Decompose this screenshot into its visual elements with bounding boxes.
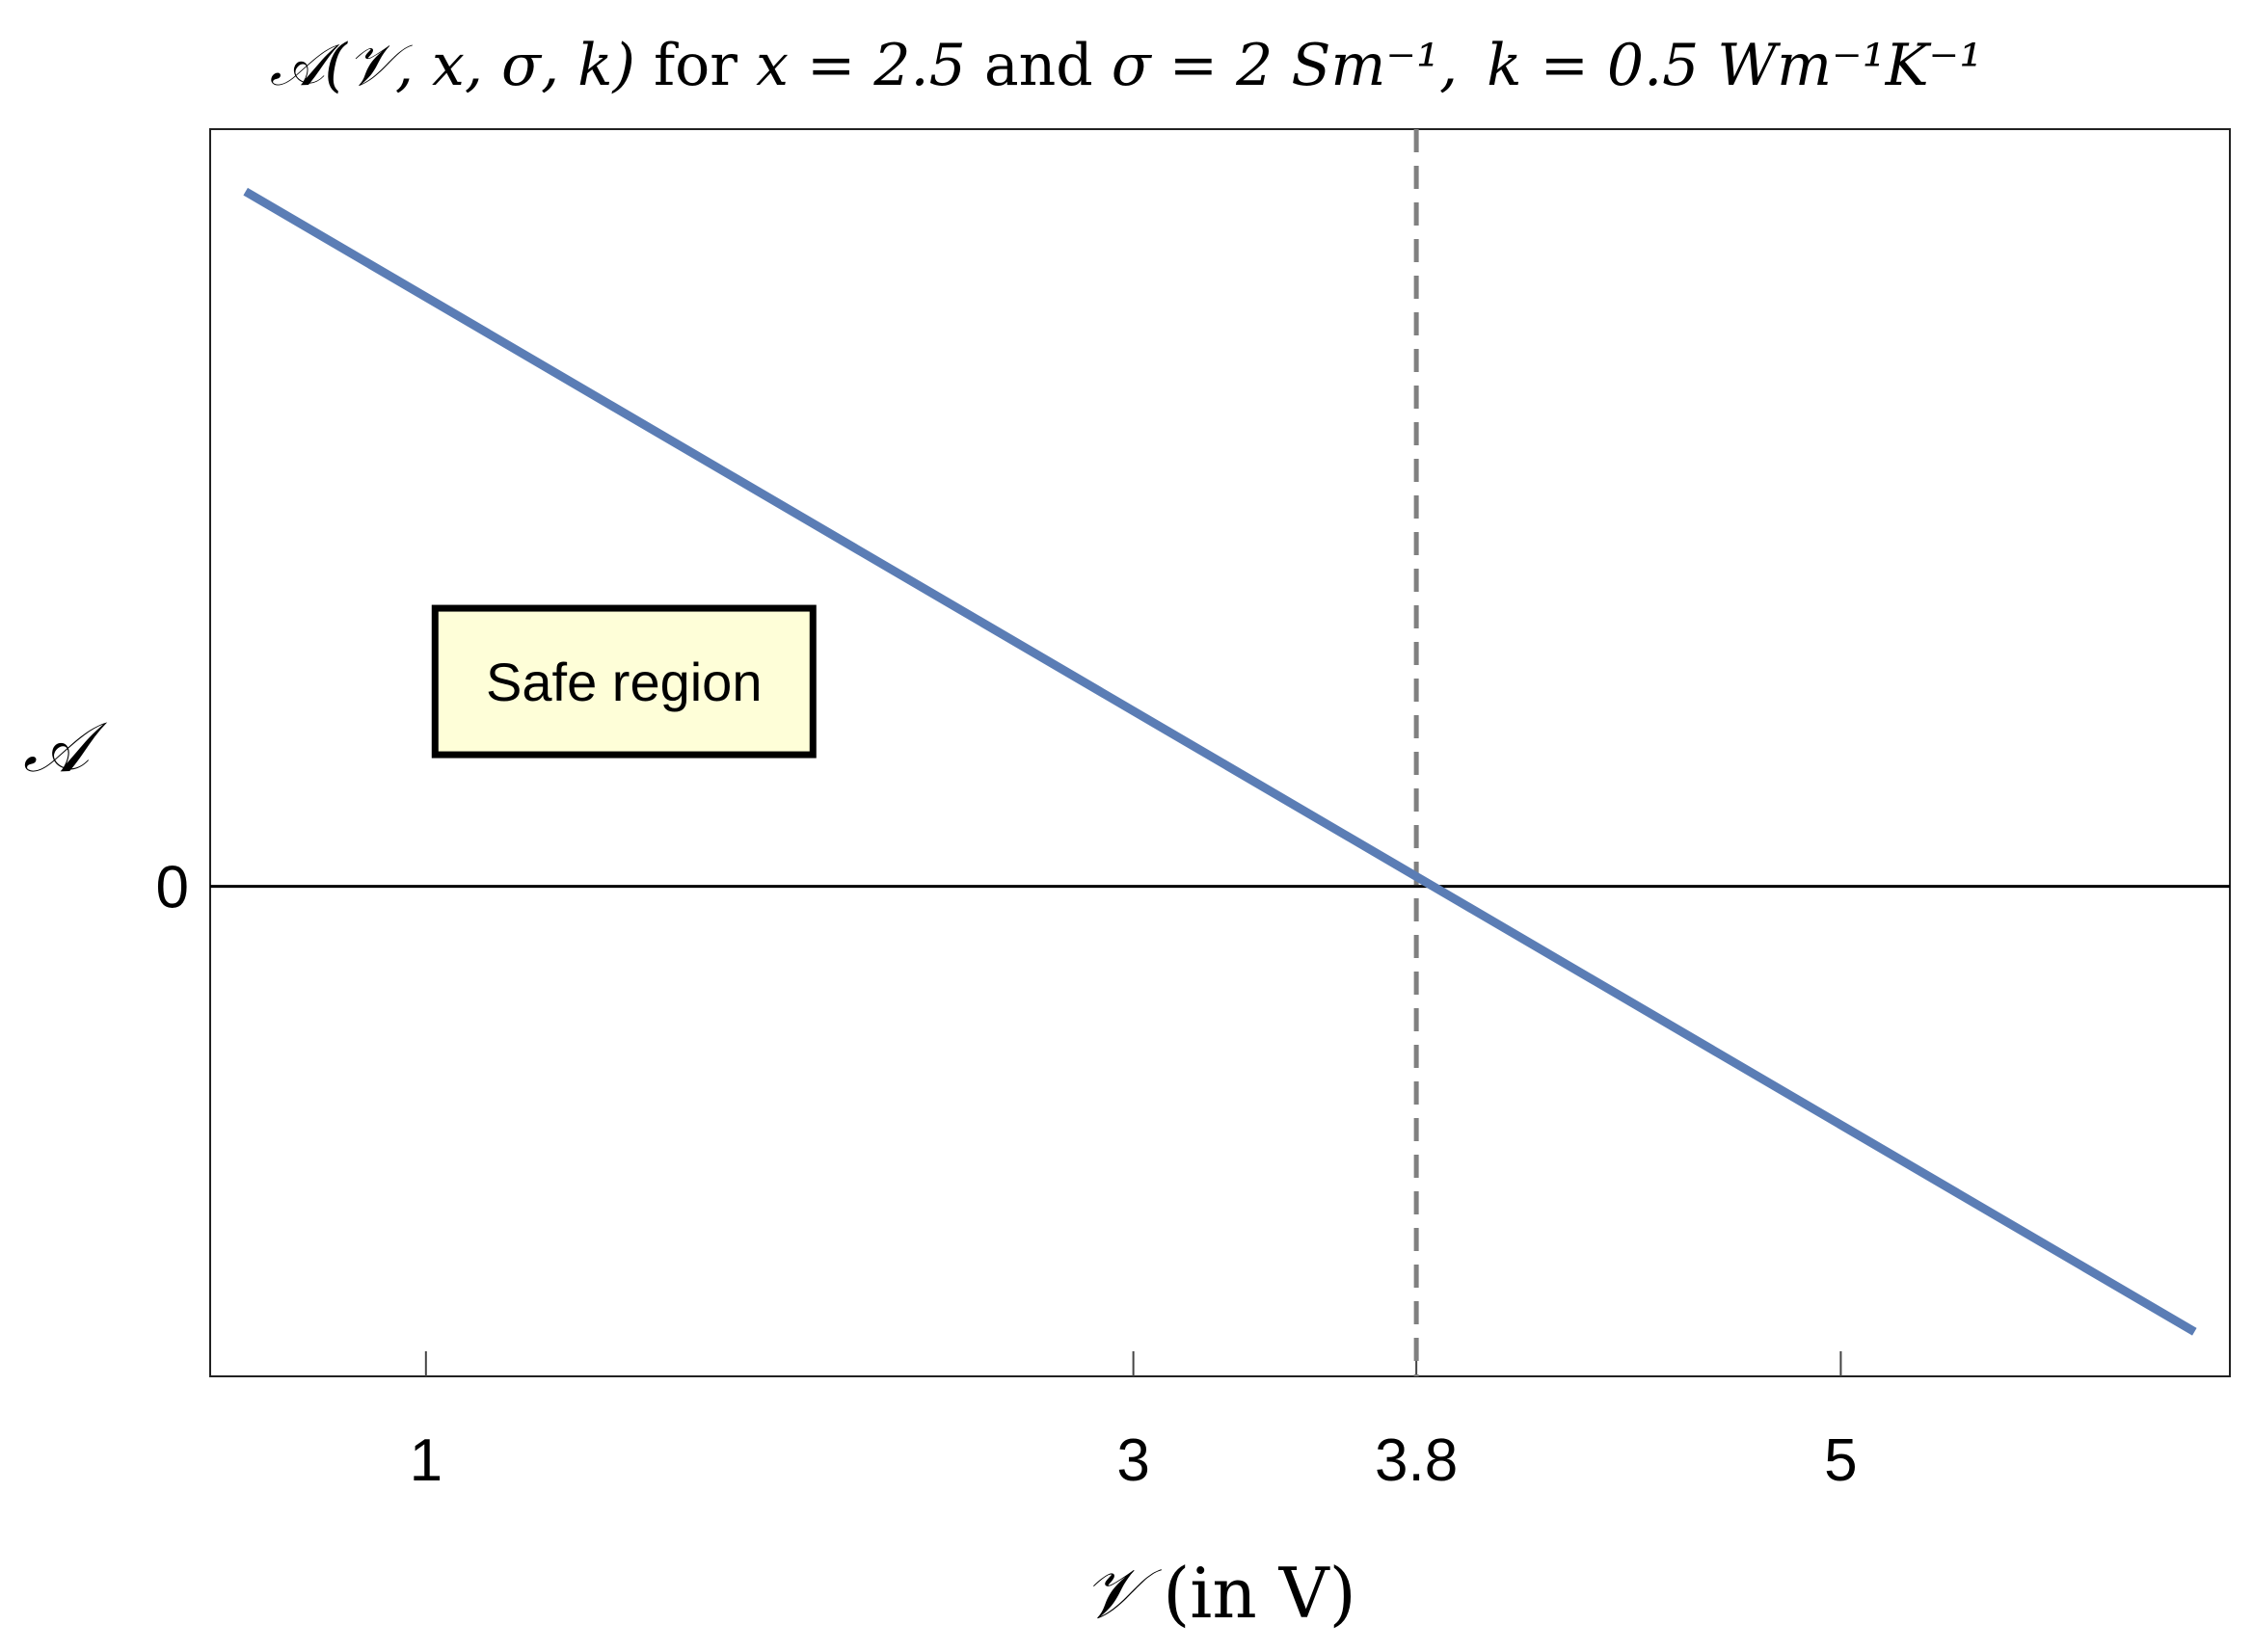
plot-frame	[209, 128, 2231, 1377]
x-tick-label: 3.8	[1375, 1427, 1458, 1494]
y-tick-label: 0	[156, 855, 189, 921]
title-x-value: x = 2.5	[756, 32, 966, 99]
x-axis-label-unit: (in V)	[1140, 1553, 1355, 1634]
title-k-value: k = 0.5 Wm⁻¹K⁻¹	[1487, 32, 1982, 99]
x-tick-label: 5	[1824, 1427, 1857, 1494]
series-line	[243, 187, 2197, 1336]
safe-region-label: Safe region	[486, 652, 762, 712]
series-layer	[243, 187, 2197, 1336]
title-sigma-value: σ = 2 Sm⁻¹,	[1112, 32, 1458, 99]
x-axis-label: 𝒱 (in V)	[1083, 1553, 1355, 1634]
y-axis-ticks: 0	[156, 855, 189, 921]
chart-title: 𝒜(𝒱, x, σ, k) for x = 2.5 and σ = 2 Sm⁻¹…	[270, 32, 1983, 99]
x-tick-label: 1	[410, 1427, 443, 1494]
annotation-layer: Safe region	[431, 604, 817, 759]
y-axis-label: 𝒜	[23, 706, 108, 787]
safe-region-box	[431, 604, 817, 759]
x-tick-label: 3	[1116, 1427, 1149, 1494]
reference-lines	[210, 129, 2230, 1376]
x-axis-ticks: 1 3 3.8 5	[410, 1351, 1858, 1494]
title-function: 𝒜(𝒱, x, σ, k)	[270, 32, 635, 99]
title-and: and	[966, 32, 1112, 99]
title-for: for	[635, 32, 756, 99]
